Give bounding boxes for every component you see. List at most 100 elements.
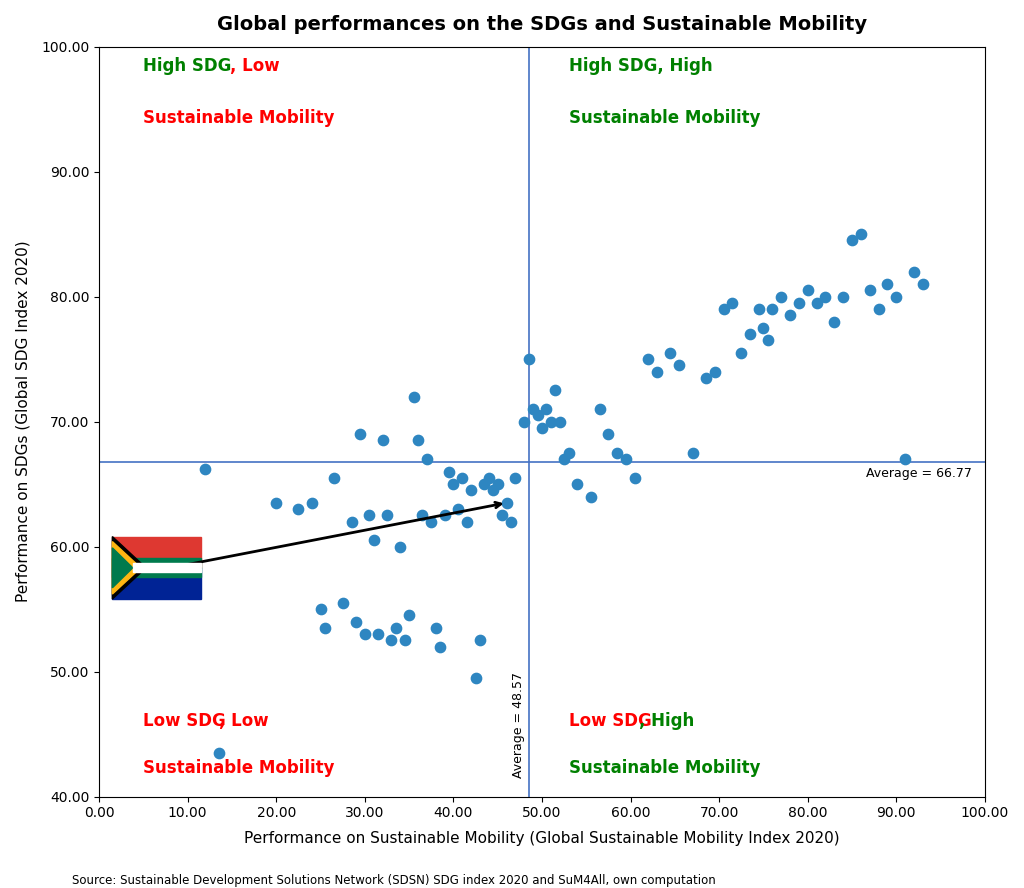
Bar (133, 564, 201, 567)
Point (290, 502, 306, 516)
Point (751, 302, 767, 316)
Text: Source: Sustainable Development Solutions Network (SDSN) SDG index 2020 and SuM4: Source: Sustainable Development Solution… (72, 874, 716, 886)
Point (419, 452, 435, 466)
Text: Sustainable Mobility: Sustainable Mobility (568, 759, 760, 777)
Point (764, 302, 780, 316)
Text: Sustainable Mobility: Sustainable Mobility (143, 759, 335, 777)
Title: Global performances on the SDGs and Sustainable Mobility: Global performances on the SDGs and Sust… (217, 15, 867, 34)
Point (880, 277, 896, 291)
Point (663, 345, 679, 360)
Point (379, 508, 395, 522)
Point (450, 502, 466, 516)
Point (383, 633, 399, 647)
Point (520, 352, 537, 366)
Point (494, 508, 510, 522)
Point (410, 433, 426, 448)
Point (361, 508, 378, 522)
Point (454, 471, 470, 485)
Point (316, 621, 333, 635)
Text: High SDG: High SDG (143, 57, 231, 75)
Point (472, 633, 488, 647)
Point (627, 471, 643, 485)
Point (826, 314, 843, 329)
Point (211, 746, 227, 760)
Point (352, 427, 369, 441)
Point (463, 483, 479, 497)
Point (609, 446, 626, 460)
Point (525, 402, 542, 416)
Point (742, 327, 759, 341)
Point (835, 289, 851, 304)
Point (600, 427, 616, 441)
Point (184, 571, 201, 585)
Point (671, 358, 687, 372)
Point (534, 421, 550, 435)
Point (268, 496, 285, 510)
Text: Low SDG: Low SDG (568, 711, 651, 730)
Point (543, 415, 559, 429)
Text: , Low: , Low (230, 57, 280, 75)
Point (467, 670, 483, 685)
Point (172, 565, 188, 579)
Point (817, 289, 834, 304)
Text: Average = 48.57: Average = 48.57 (512, 672, 525, 778)
Point (507, 471, 523, 485)
Point (733, 345, 750, 360)
Text: Sustainable Mobility: Sustainable Mobility (143, 109, 335, 127)
Point (166, 559, 182, 573)
Point (335, 596, 351, 610)
Point (198, 462, 214, 476)
Point (861, 283, 878, 297)
Bar (133, 568, 201, 572)
Point (617, 452, 634, 466)
Point (808, 296, 824, 310)
Point (348, 614, 365, 629)
Point (414, 508, 430, 522)
Polygon shape (113, 536, 146, 599)
Point (366, 533, 382, 547)
Point (312, 602, 329, 616)
Point (547, 384, 563, 398)
Point (356, 627, 373, 641)
Point (640, 352, 656, 366)
Text: High SDG, High: High SDG, High (568, 57, 712, 75)
Point (303, 496, 319, 510)
Point (684, 446, 700, 460)
Point (697, 371, 714, 385)
Point (756, 321, 772, 335)
Point (440, 464, 457, 479)
Point (480, 471, 497, 485)
Point (760, 333, 776, 347)
Point (853, 227, 869, 242)
Point (716, 302, 732, 316)
Point (499, 496, 515, 510)
Point (906, 265, 923, 279)
Point (552, 415, 568, 429)
Point (396, 633, 413, 647)
Point (914, 277, 931, 291)
Point (529, 408, 546, 423)
Text: Average = 66.77: Average = 66.77 (865, 467, 972, 480)
Y-axis label: Performance on SDGs (Global SDG Index 2020): Performance on SDGs (Global SDG Index 20… (15, 241, 30, 602)
Point (401, 608, 418, 622)
Point (489, 477, 506, 491)
Point (897, 452, 913, 466)
Point (583, 489, 599, 503)
Point (485, 483, 502, 497)
Point (459, 514, 475, 528)
Point (370, 627, 386, 641)
Point (649, 364, 666, 378)
Point (556, 452, 572, 466)
Point (707, 364, 723, 378)
Point (870, 302, 887, 316)
Polygon shape (113, 542, 140, 594)
Point (406, 390, 422, 404)
Point (773, 289, 790, 304)
Point (436, 508, 453, 522)
Point (476, 477, 493, 491)
Point (888, 289, 904, 304)
Point (375, 433, 391, 448)
Point (724, 296, 740, 310)
Point (791, 296, 807, 310)
Point (844, 234, 860, 248)
